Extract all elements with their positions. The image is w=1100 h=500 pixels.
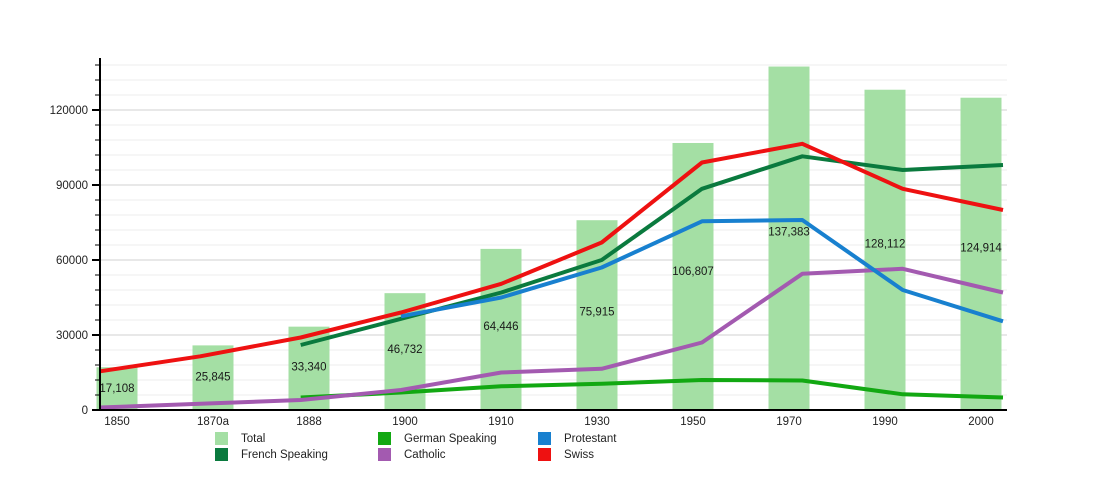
total-bar-value-label: 124,914 [960, 243, 1002, 255]
x-tick-label: 1888 [296, 416, 322, 428]
y-tick-label: 0 [82, 405, 88, 417]
legend-label: Catholic [404, 448, 446, 461]
french-speaking-swatch [215, 448, 228, 461]
total-bar-value-label: 25,845 [195, 371, 230, 383]
x-tick-label: 1900 [392, 416, 418, 428]
y-tick-label: 60000 [56, 255, 88, 267]
legend-label: Swiss [564, 448, 595, 461]
total-bar-value-label: 33,340 [291, 362, 326, 374]
series-line-swiss [99, 141, 1004, 374]
y-tick-label: 90000 [56, 180, 88, 192]
protestant-swatch [538, 432, 551, 445]
x-tick-label: 1990 [872, 416, 898, 428]
total-bar [480, 248, 522, 410]
legend-item-catholic: Catholic [378, 448, 538, 461]
legend-item-total: Total [215, 432, 378, 445]
total-bar-value-label: 46,732 [387, 344, 422, 356]
chart-legend: Total German Speaking Protestant French … [215, 432, 616, 461]
total-bar-value-label: 106,807 [672, 266, 714, 278]
y-tick-label: 30000 [56, 330, 88, 342]
total-bar-value-label: 64,446 [483, 321, 518, 333]
german-speaking-swatch [378, 432, 391, 445]
legend-item-protestant: Protestant [538, 432, 616, 445]
legend-item-swiss: Swiss [538, 448, 616, 461]
series-line-german-speaking [300, 378, 1004, 400]
total-bar [960, 97, 1002, 410]
total-bar-value-label: 75,915 [579, 306, 614, 318]
y-tick-label: 120000 [50, 105, 88, 117]
x-tick-label: 1950 [680, 416, 706, 428]
x-tick-label: 1910 [488, 416, 514, 428]
legend-item-german-speaking: German Speaking [378, 432, 538, 445]
legend-label: Protestant [564, 432, 617, 445]
legend-label: Total [241, 432, 266, 445]
total-bar-value-label: 137,383 [768, 226, 810, 238]
x-tick-label: 2000 [968, 416, 994, 428]
series-line-protestant [400, 218, 1004, 324]
total-bar-value-label: 17,108 [99, 383, 134, 395]
total-bar [96, 367, 138, 410]
x-tick-label: 1970 [776, 416, 802, 428]
total-bar [864, 89, 906, 410]
series-line-catholic [99, 266, 1004, 410]
legend-item-french-speaking: French Speaking [215, 448, 378, 461]
legend-label: French Speaking [241, 448, 328, 461]
legend-label: German Speaking [404, 432, 497, 445]
x-tick-label: 1870a [197, 416, 230, 428]
x-tick-label: 1930 [584, 416, 610, 428]
swiss-swatch [538, 448, 551, 461]
catholic-swatch [378, 448, 391, 461]
total-swatch [215, 432, 228, 445]
x-tick-label: 1850 [104, 416, 130, 428]
total-bar [768, 66, 810, 410]
total-bar-value-label: 128,112 [865, 238, 906, 250]
